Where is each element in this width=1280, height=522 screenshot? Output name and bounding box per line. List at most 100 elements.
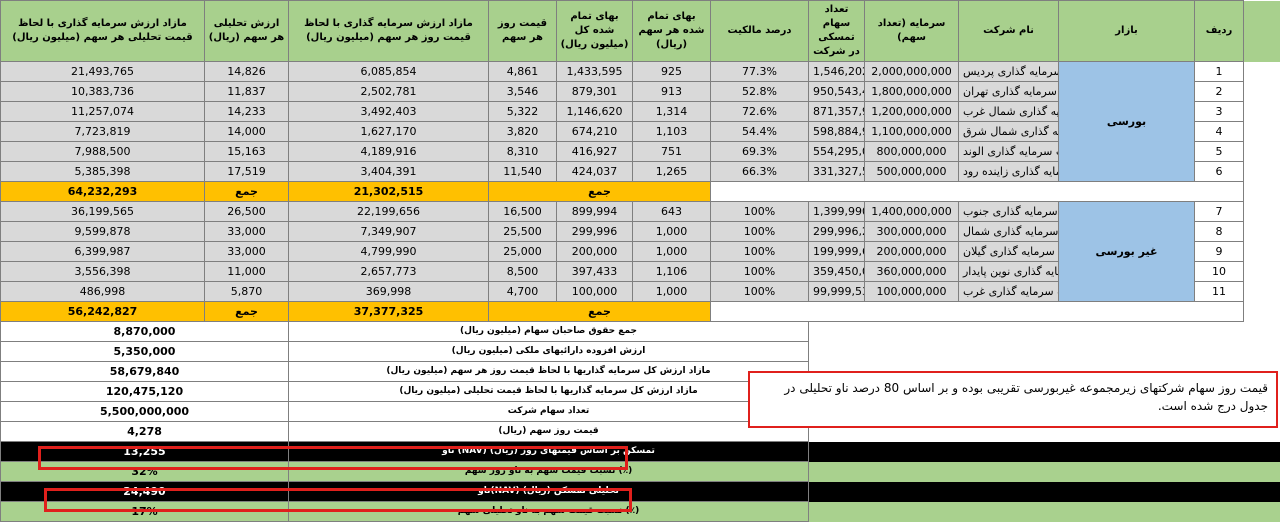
cell-surplus-analytic: 11,257,074 bbox=[1, 102, 205, 122]
summary-label: تعداد سهام شرکت bbox=[289, 402, 809, 422]
summary-row: 17%نسبت قیمت سهم به ناو تحلیلی سهم (٪) bbox=[1, 502, 1280, 522]
cell-surplus-analytic: 21,493,765 bbox=[1, 62, 205, 82]
sum-empty bbox=[711, 182, 1244, 202]
cell-surplus-analytic: 7,723,819 bbox=[1, 122, 205, 142]
cell-unit-cost: 1,000 bbox=[633, 242, 711, 262]
cell-analytic: 11,837 bbox=[205, 82, 289, 102]
cell-ownership: 100% bbox=[711, 242, 809, 262]
cell-surplus-day: 6,085,854 bbox=[289, 62, 489, 82]
cell-surplus-analytic: 10,383,736 bbox=[1, 82, 205, 102]
cell-surplus-analytic: 486,998 bbox=[1, 282, 205, 302]
cell-total-cost: 1,433,595 bbox=[557, 62, 633, 82]
cell-day-price: 8,310 bbox=[489, 142, 557, 162]
summary-label: قیمت روز سهم (ریال) bbox=[289, 422, 809, 442]
sum-day-value: 21,302,515 bbox=[289, 182, 489, 202]
cell-market: بورسی bbox=[1059, 62, 1195, 182]
summary-value: 13,255 bbox=[1, 442, 289, 462]
cell-unit-cost: 925 bbox=[633, 62, 711, 82]
sum-day-value: 37,377,325 bbox=[289, 302, 489, 322]
cell-total-cost: 100,000 bbox=[557, 282, 633, 302]
cell-surplus-analytic: 36,199,565 bbox=[1, 202, 205, 222]
cell-row-number: 5 bbox=[1195, 142, 1244, 162]
cell-total-cost: 416,927 bbox=[557, 142, 633, 162]
sum-analytic-label: جمع bbox=[205, 302, 289, 322]
hdr-company: نام شرکت bbox=[959, 1, 1059, 62]
cell-ownership: 100% bbox=[711, 262, 809, 282]
summary-value: 8,870,000 bbox=[1, 322, 289, 342]
sum-analytic-value: 64,232,293 bbox=[1, 182, 205, 202]
cell-surplus-analytic: 6,399,987 bbox=[1, 242, 205, 262]
cell-day-price: 16,500 bbox=[489, 202, 557, 222]
summary-blank bbox=[809, 322, 1280, 342]
cell-company: شرکت سرمایه گذاری جنوب bbox=[959, 202, 1059, 222]
hdr-ownership: درصد مالکیت bbox=[711, 1, 809, 62]
cell-capital: 1,100,000,000 bbox=[865, 122, 959, 142]
cell-unit-cost: 1,000 bbox=[633, 222, 711, 242]
cell-day-price: 25,000 bbox=[489, 242, 557, 262]
cell-unit-cost: 1,000 bbox=[633, 282, 711, 302]
cell-shares: 1,546,202,805 bbox=[809, 62, 865, 82]
summary-label: ناو (NAV) تمسکن بر اساس قیمتهای روز (ریا… bbox=[289, 442, 809, 462]
cell-day-price: 3,820 bbox=[489, 122, 557, 142]
cell-analytic: 5,870 bbox=[205, 282, 289, 302]
cell-company: شرکت سرمایه گذاری گیلان bbox=[959, 242, 1059, 262]
hdr-capital: سرمایه (تعداد سهم) bbox=[865, 1, 959, 62]
cell-day-price: 8,500 bbox=[489, 262, 557, 282]
cell-analytic: 26,500 bbox=[205, 202, 289, 222]
cell-row-number: 3 bbox=[1195, 102, 1244, 122]
cell-capital: 300,000,000 bbox=[865, 222, 959, 242]
cell-analytic: 15,163 bbox=[205, 142, 289, 162]
cell-shares: 359,450,000 bbox=[809, 262, 865, 282]
summary-value: 4,278 bbox=[1, 422, 289, 442]
cell-row-number: 11 bbox=[1195, 282, 1244, 302]
cell-shares: 199,999,600 bbox=[809, 242, 865, 262]
note-box: قیمت روز سهام شرکتهای زیرمجموعه غیربورسی… bbox=[748, 371, 1278, 428]
sum-day-label: جمع bbox=[489, 182, 711, 202]
cell-surplus-analytic: 7,988,500 bbox=[1, 142, 205, 162]
cell-surplus-day: 3,492,403 bbox=[289, 102, 489, 122]
cell-analytic: 14,826 bbox=[205, 62, 289, 82]
hdr-surplus-day: مازاد ارزش سرمایه گذاری با لحاظ قیمت روز… bbox=[289, 1, 489, 62]
hdr-row: ردیف bbox=[1195, 1, 1244, 62]
cell-day-price: 5,322 bbox=[489, 102, 557, 122]
summary-value: 58,679,840 bbox=[1, 362, 289, 382]
cell-surplus-day: 7,349,907 bbox=[289, 222, 489, 242]
cell-row-number: 2 bbox=[1195, 82, 1244, 102]
cell-surplus-analytic: 5,385,398 bbox=[1, 162, 205, 182]
cell-surplus-day: 1,627,170 bbox=[289, 122, 489, 142]
cell-company: شرکت سرمایه گذاری نوین پایدار bbox=[959, 262, 1059, 282]
hdr-market: بازار bbox=[1059, 1, 1195, 62]
summary-label: مازاد ارزش کل سرمایه گذاریها با لحاظ قیم… bbox=[289, 362, 809, 382]
cell-unit-cost: 643 bbox=[633, 202, 711, 222]
cell-day-price: 4,861 bbox=[489, 62, 557, 82]
cell-capital: 1,200,000,000 bbox=[865, 102, 959, 122]
cell-surplus-day: 369,998 bbox=[289, 282, 489, 302]
cell-ownership: 77.3% bbox=[711, 62, 809, 82]
cell-row-number: 8 bbox=[1195, 222, 1244, 242]
cell-company: شرکت سرمایه گذاری شمال غرب bbox=[959, 102, 1059, 122]
cell-company: شرکت سرمایه گذاری شمال شرق bbox=[959, 122, 1059, 142]
cell-total-cost: 899,994 bbox=[557, 202, 633, 222]
cell-total-cost: 299,996 bbox=[557, 222, 633, 242]
cell-analytic: 17,519 bbox=[205, 162, 289, 182]
cell-capital: 100,000,000 bbox=[865, 282, 959, 302]
summary-label: نسبت قیمت سهم به ناو تحلیلی سهم (٪) bbox=[289, 502, 809, 522]
summary-blank bbox=[809, 462, 1280, 482]
cell-unit-cost: 913 bbox=[633, 82, 711, 102]
cell-shares: 99,999,532 bbox=[809, 282, 865, 302]
summary-label: ناو(NAV) تحلیلی تمسکن (ریال) bbox=[289, 482, 809, 502]
cell-company: شرکت سرمایه گذاری شمال bbox=[959, 222, 1059, 242]
cell-row-number: 4 bbox=[1195, 122, 1244, 142]
summary-value: 32% bbox=[1, 462, 289, 482]
cell-capital: 1,800,000,000 bbox=[865, 82, 959, 102]
cell-capital: 360,000,000 bbox=[865, 262, 959, 282]
cell-shares: 871,357,964 bbox=[809, 102, 865, 122]
cell-shares: 299,996,200 bbox=[809, 222, 865, 242]
hdr-total-cost: بهای تمام شده کل (میلیون ریال) bbox=[557, 1, 633, 62]
cell-ownership: 66.3% bbox=[711, 162, 809, 182]
cell-ownership: 100% bbox=[711, 222, 809, 242]
cell-total-cost: 397,433 bbox=[557, 262, 633, 282]
cell-row-number: 7 bbox=[1195, 202, 1244, 222]
cell-shares: 331,327,579 bbox=[809, 162, 865, 182]
